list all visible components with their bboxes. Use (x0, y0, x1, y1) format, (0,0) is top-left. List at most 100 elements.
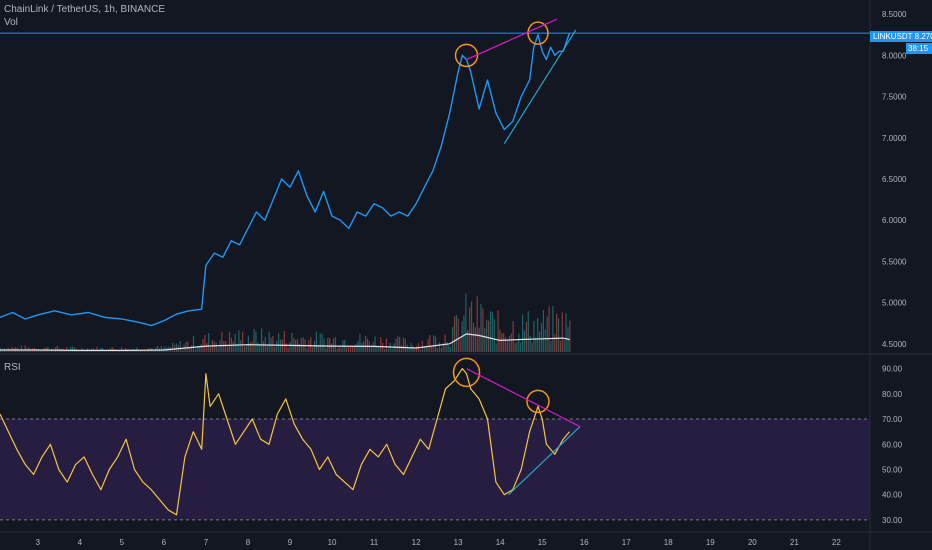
time-axis-tick: 11 (370, 538, 379, 547)
volume-bar (285, 343, 287, 352)
volume-bar (225, 341, 227, 352)
volume-bar (435, 336, 437, 352)
rsi-band (0, 419, 870, 520)
volume-bar (141, 350, 144, 352)
volume-bar (268, 331, 270, 352)
volume-bar (191, 345, 193, 352)
volume-bar (35, 350, 38, 352)
volume-bar (22, 350, 24, 352)
price-axis-tick: 7.5000 (882, 93, 907, 102)
volume-bar (192, 336, 195, 352)
volume-bar (459, 339, 461, 352)
volume-bar (522, 314, 524, 352)
volume-bar (315, 331, 318, 352)
volume-bar (448, 345, 450, 352)
time-axis-tick: 9 (288, 538, 293, 547)
volume-bar (238, 330, 240, 352)
volume-bar (414, 348, 416, 352)
volume-bar (153, 350, 155, 352)
volume-bar (98, 350, 100, 352)
volume-bar (351, 346, 353, 352)
volume-bar (476, 296, 478, 352)
volume-bar (5, 350, 7, 352)
volume-bar (469, 307, 471, 352)
volume-bar (24, 345, 26, 352)
volume-bar (419, 349, 422, 352)
volume-bar (213, 341, 215, 352)
volume-bar (431, 346, 433, 352)
volume-bar (531, 342, 533, 352)
volume-bar (535, 337, 537, 352)
resistance-trendline (466, 18, 558, 61)
volume-bar (107, 350, 110, 352)
price-axis-tick: 7.0000 (882, 134, 907, 143)
volume-bar (338, 346, 340, 352)
volume-bar (221, 331, 223, 352)
volume-bar (257, 342, 259, 352)
volume-bar (323, 338, 325, 352)
volume-bar (272, 336, 274, 352)
volume-bar (480, 304, 482, 352)
volume-bar (9, 349, 11, 352)
volume-bar (550, 340, 552, 352)
time-axis-tick: 15 (538, 538, 547, 547)
volume-bar (39, 350, 41, 352)
volume-bar (478, 327, 480, 352)
volume-bar (504, 337, 507, 352)
volume-bar (544, 329, 546, 352)
volume-bar (518, 333, 520, 352)
volume-bar (427, 339, 429, 352)
volume-bar (259, 345, 261, 352)
time-axis-tick: 20 (748, 538, 757, 547)
volume-bar (378, 347, 380, 352)
volume-bar (366, 338, 369, 352)
volume-bar (47, 346, 49, 352)
volume-bar (217, 347, 219, 352)
volume-bar (406, 344, 408, 352)
volume-bar (442, 343, 444, 352)
volume-bar (457, 318, 459, 352)
volume-bar (283, 331, 285, 352)
time-axis-tick: 17 (622, 538, 631, 547)
volume-bar (455, 315, 458, 352)
bar-countdown-wrap: 38:15 (870, 43, 932, 54)
time-axis-tick: 4 (78, 538, 83, 547)
annotation-circle (452, 357, 481, 388)
volume-bar (255, 331, 257, 352)
volume-bar (336, 348, 338, 352)
volume-bar (300, 337, 302, 352)
annotation-circle (527, 21, 549, 45)
volume-bar (143, 350, 145, 352)
volume-bar (245, 345, 248, 352)
volume-bar (520, 342, 522, 352)
time-axis-tick: 19 (706, 538, 715, 547)
volume-bar (436, 348, 439, 352)
volume-bar (506, 340, 509, 352)
volume-bar (181, 349, 183, 352)
volume-bar (287, 347, 289, 352)
volume-bar (253, 328, 255, 352)
volume-bar (554, 334, 556, 352)
volume-bar (395, 338, 397, 352)
volume-bar (189, 347, 191, 352)
volume-bar (423, 345, 425, 352)
volume-bar (542, 309, 545, 352)
volume-bar (88, 350, 91, 352)
volume-bar (340, 347, 342, 352)
volume-bar (482, 308, 484, 352)
volume-bar (208, 333, 210, 352)
volume-bar (122, 350, 125, 352)
volume-bar (493, 318, 495, 352)
volume-bar (348, 347, 350, 352)
time-axis-tick: 14 (496, 538, 505, 547)
volume-bar (495, 343, 497, 352)
annotation-circle (526, 389, 550, 414)
volume-bar (559, 340, 562, 352)
volume-bar (302, 337, 304, 352)
price-axis-tick: 6.5000 (882, 175, 907, 184)
time-axis-tick: 8 (246, 538, 251, 547)
volume-bar (385, 338, 388, 352)
volume-bar (467, 330, 469, 352)
volume-bar (569, 320, 571, 352)
